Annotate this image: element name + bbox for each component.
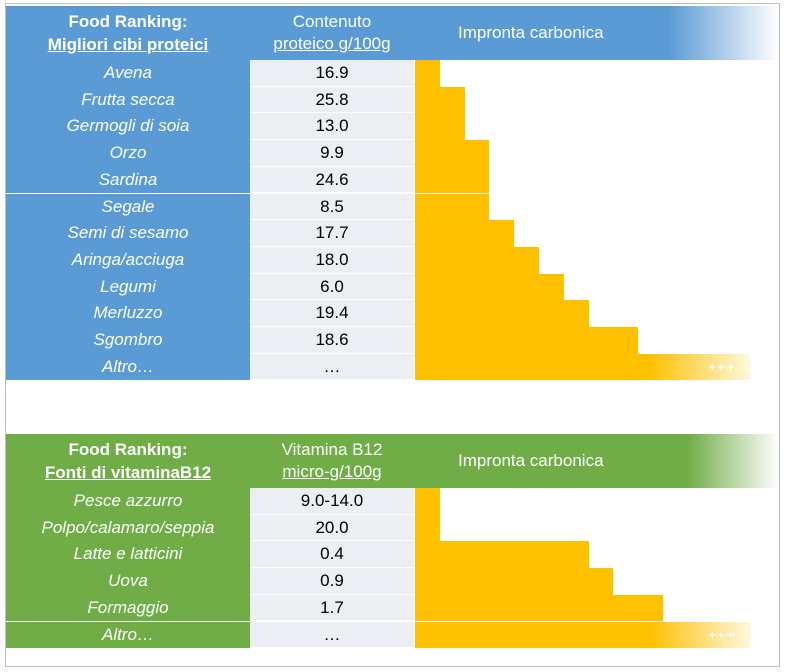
table-row: Polpo/calamaro/seppia 20.0 [6,514,779,542]
table-row: Sardina 24.6 [6,166,779,194]
value-column-header: Contenuto proteico g/100g [250,6,414,60]
nutrient-value: 17.7 [250,220,414,247]
nutrient-value: 0.9 [250,568,414,595]
table-header: Food Ranking: Migliori cibi proteici Con… [6,6,779,60]
nutrient-value: 25.8 [250,86,414,114]
carbon-footprint-bar [415,488,440,515]
nutrient-value: 8.5 [250,193,414,221]
food-name: Segale [6,193,250,221]
carbon-footprint-bar [415,113,465,141]
table-row: Latte e latticini 0.4 [6,541,779,569]
table-row: Frutta secca 25.8 [6,86,779,114]
table-row: Pesce azzurro 9.0-14.0 [6,488,779,515]
table-row: Altro…… +++ [6,353,779,381]
table-row: Avena 16.9 [6,60,779,87]
table-row: Segale 8.5 [6,193,779,221]
b12-ranking-table: Food Ranking: Fonti di vitaminaB12 Vitam… [6,434,779,660]
table-row: Altro…… +++ [6,621,779,649]
figure-frame [5,3,780,667]
carbon-footprint-bar [415,220,515,247]
table-row: Uova 0.9 [6,568,779,595]
value-header-line1: Vitamina B12 [281,440,383,459]
carbon-footprint-bar [415,193,490,221]
food-name: Orzo [6,140,250,167]
carbon-footprint-label: Impronta carbonica [458,23,604,42]
table-header: Food Ranking: Fonti di vitaminaB12 Vitam… [6,434,779,488]
nutrient-value: … [250,353,414,381]
table-row: Semi di sesamo 17.7 [6,220,779,247]
food-name: Semi di sesamo [6,220,250,247]
protein-ranking-table: Food Ranking: Migliori cibi proteici Con… [6,6,779,396]
food-name: Merluzzo [6,300,250,327]
food-name: Aringa/acciuga [6,246,250,274]
carbon-footprint-bar [415,327,639,354]
food-name: Pesce azzurro [6,488,250,515]
food-name: Legumi [6,273,250,301]
carbon-footprint-bar [415,541,589,569]
nutrient-value: 18.6 [250,327,414,354]
carbon-footprint-bar [415,300,589,327]
nutrient-value: 6.0 [250,273,414,301]
food-name: Altro… [6,353,250,381]
more-marker: +++ [708,359,736,374]
carbon-footprint-bar [415,60,440,87]
food-name: Avena [6,60,250,87]
food-name: Germogli di soia [6,113,250,141]
value-header-line2: micro-g/100g [282,462,382,481]
ranking-title-line2: Fonti di vitaminaB12 [44,463,212,482]
nutrient-value: 19.4 [250,300,414,327]
ranking-title: Food Ranking: Fonti di vitaminaB12 [6,434,250,488]
carbon-footprint-label: Impronta carbonica [458,451,604,470]
table-row: Orzo 9.9 [6,140,779,167]
table-row: Legumi 6.0 [6,273,779,301]
nutrient-value: 0.4 [250,541,414,569]
food-name: Uova [6,568,250,595]
table-row: Merluzzo 19.4 [6,300,779,327]
ranking-title-line1: Food Ranking: [68,440,188,459]
ranking-title-line2: Migliori cibi proteici [47,35,209,54]
food-name: Polpo/calamaro/seppia [6,514,250,542]
value-header-line2: proteico g/100g [273,34,391,53]
carbon-footprint-bar [415,166,490,194]
table-row: Formaggio 1.7 [6,594,779,622]
carbon-footprint-bar: +++ [415,353,750,381]
ranking-title-line1: Food Ranking: [68,12,188,31]
nutrient-value: 16.9 [250,60,414,87]
carbon-footprint-bar [415,273,564,301]
nutrient-value: … [250,621,414,649]
food-name: Sgombro [6,327,250,354]
nutrient-value: 13.0 [250,113,414,141]
carbon-footprint-bar [415,246,539,274]
table-row: Sgombro 18.6 [6,327,779,354]
food-name: Latte e latticini [6,541,250,569]
value-column-header: Vitamina B12 micro-g/100g [250,434,414,488]
nutrient-value: 18.0 [250,246,414,274]
carbon-footprint-bar [415,140,490,167]
carbon-footprint-bar [415,86,465,114]
food-name: Altro… [6,621,250,649]
carbon-footprint-bar: +++ [415,621,750,649]
food-name: Sardina [6,166,250,194]
carbon-footprint-bar [415,514,440,542]
more-marker: +++ [708,627,736,642]
ranking-title: Food Ranking: Migliori cibi proteici [6,6,250,60]
nutrient-value: 1.7 [250,594,414,622]
nutrient-value: 20.0 [250,514,414,542]
nutrient-value: 9.0-14.0 [250,488,414,515]
carbon-footprint-bar [415,594,663,622]
carbon-footprint-bar [415,568,614,595]
nutrient-value: 24.6 [250,166,414,194]
value-header-line1: Contenuto [292,12,372,31]
table-row: Germogli di soia 13.0 [6,113,779,141]
food-name: Formaggio [6,594,250,622]
carbon-footprint-header: Impronta carbonica [414,6,779,60]
carbon-footprint-header: Impronta carbonica [414,434,779,488]
table-row: Aringa/acciuga 18.0 [6,246,779,274]
nutrient-value: 9.9 [250,140,414,167]
food-name: Frutta secca [6,86,250,114]
